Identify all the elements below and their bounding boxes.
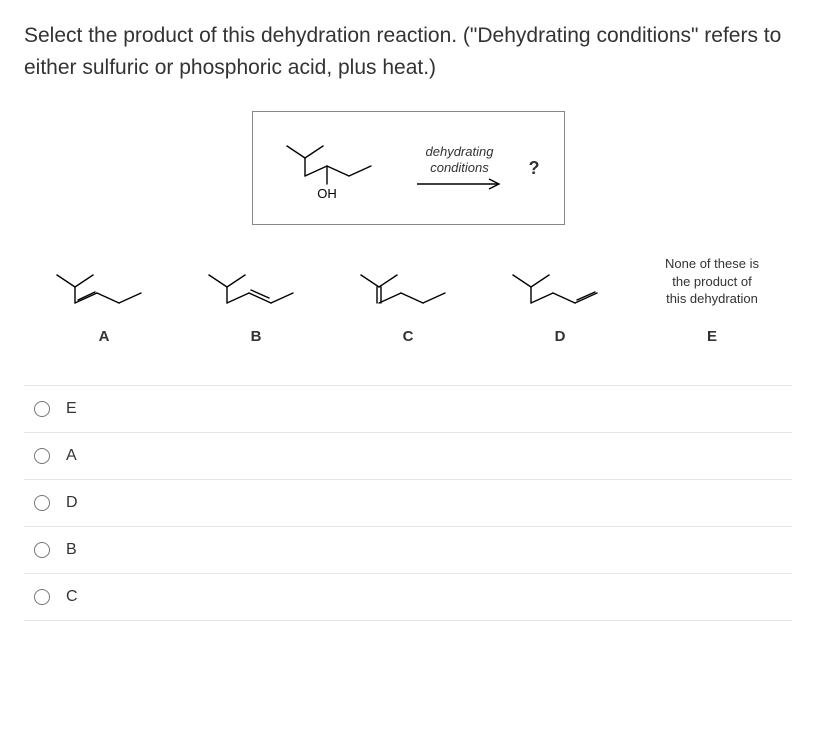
choice-C: C (332, 263, 484, 345)
radio-options-list: E A D B C (24, 385, 792, 621)
radio-option-C[interactable]: C (24, 574, 792, 621)
radio-option-B[interactable]: B (24, 527, 792, 574)
choice-B: B (180, 263, 332, 345)
choice-E: None of these is the product of this deh… (636, 255, 788, 345)
conditions-text-1: dehydrating (426, 144, 494, 159)
structure-A (49, 263, 159, 308)
none-line-2: the product of (672, 274, 752, 289)
choice-D: D (484, 263, 636, 345)
conditions-text-2: conditions (430, 160, 489, 175)
radio-input-D[interactable] (34, 495, 50, 511)
radio-input-B[interactable] (34, 542, 50, 558)
reaction-scheme-container: OH dehydrating conditions ? (24, 111, 792, 225)
radio-label-C: C (66, 588, 78, 606)
choice-A: A (28, 263, 180, 345)
product-placeholder: ? (529, 158, 540, 179)
radio-label-B: B (66, 541, 77, 559)
answer-choices-row: A B (24, 255, 792, 345)
reaction-arrow: dehydrating conditions (415, 144, 505, 191)
radio-option-D[interactable]: D (24, 480, 792, 527)
radio-option-E[interactable]: E (24, 386, 792, 433)
choice-label-B: B (251, 328, 262, 345)
structure-B (201, 263, 311, 308)
none-line-3: this dehydration (666, 291, 758, 306)
radio-input-E[interactable] (34, 401, 50, 417)
choice-label-C: C (403, 328, 414, 345)
question-text: Select the product of this dehydration r… (24, 20, 792, 83)
radio-label-E: E (66, 400, 77, 418)
none-of-these-text: None of these is the product of this deh… (665, 255, 759, 308)
radio-label-D: D (66, 494, 78, 512)
structure-D (505, 263, 615, 308)
radio-input-C[interactable] (34, 589, 50, 605)
oh-label: OH (317, 186, 337, 201)
radio-option-A[interactable]: A (24, 433, 792, 480)
reactant-structure: OH (277, 128, 397, 208)
radio-label-A: A (66, 447, 77, 465)
radio-input-A[interactable] (34, 448, 50, 464)
choice-label-E: E (707, 328, 717, 345)
choice-label-D: D (555, 328, 566, 345)
reaction-scheme-box: OH dehydrating conditions ? (252, 111, 565, 225)
none-line-1: None of these is (665, 256, 759, 271)
structure-C (353, 263, 463, 308)
choice-label-A: A (99, 328, 110, 345)
arrow-icon (415, 176, 505, 192)
